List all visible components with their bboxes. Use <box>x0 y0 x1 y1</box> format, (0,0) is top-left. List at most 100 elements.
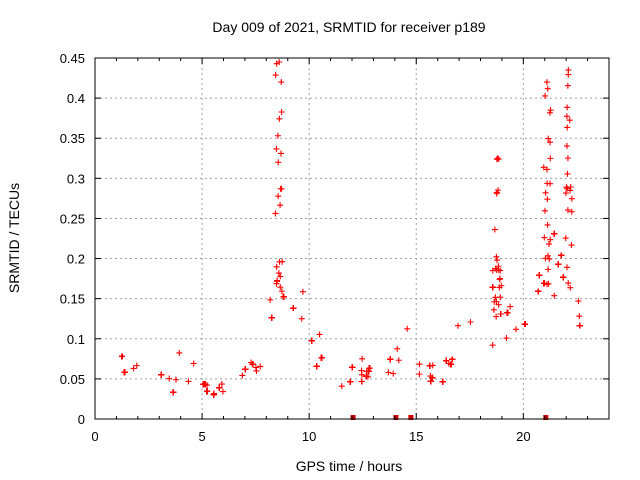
data-point <box>130 365 137 372</box>
data-gap-marker <box>350 415 356 420</box>
data-point <box>166 375 173 382</box>
data-point <box>566 117 573 124</box>
data-point <box>489 342 496 349</box>
data-point <box>493 253 500 260</box>
data-point <box>416 371 423 378</box>
y-tick-label: 0.15 <box>60 292 85 307</box>
data-point <box>239 372 246 379</box>
data-point <box>567 284 574 291</box>
data-point <box>449 356 456 363</box>
y-tick-label: 0 <box>78 412 85 427</box>
data-point <box>490 306 497 313</box>
data-point <box>521 321 528 328</box>
data-point <box>347 378 354 385</box>
data-point <box>568 242 575 249</box>
data-point <box>349 364 356 371</box>
data-point <box>494 257 501 264</box>
data-point <box>543 79 550 86</box>
data-point <box>359 355 366 362</box>
data-point <box>278 108 285 115</box>
data-point <box>365 368 372 375</box>
data-point <box>276 258 283 265</box>
data-point <box>491 226 498 233</box>
data-point <box>558 252 565 259</box>
data-point <box>546 255 553 262</box>
y-tick-label: 0.3 <box>67 171 85 186</box>
y-axis-label: SRMTID / TECUs <box>6 183 22 293</box>
data-point <box>249 361 256 368</box>
data-point <box>544 221 551 228</box>
data-point <box>280 293 287 300</box>
data-point <box>536 272 543 279</box>
data-point <box>555 261 562 268</box>
data-point <box>416 361 423 368</box>
data-point <box>493 156 500 163</box>
data-point <box>358 367 365 374</box>
data-point <box>568 195 575 202</box>
data-point <box>493 266 500 273</box>
data-point <box>218 381 225 388</box>
data-point <box>498 282 505 289</box>
data-point <box>542 255 549 262</box>
data-point <box>560 274 567 281</box>
data-point <box>366 365 373 372</box>
data-point <box>363 373 370 380</box>
data-point <box>390 370 397 377</box>
data-point <box>544 85 551 92</box>
data-point <box>219 388 226 395</box>
data-point <box>267 296 274 303</box>
data-point <box>542 92 549 99</box>
data-point <box>551 230 558 237</box>
data-point <box>439 378 446 385</box>
x-tick-label: 0 <box>91 429 98 444</box>
data-point <box>202 381 209 388</box>
data-point <box>268 314 275 321</box>
data-point <box>277 202 284 209</box>
data-point <box>567 187 574 194</box>
data-point <box>562 190 569 197</box>
data-point <box>448 361 455 368</box>
data-points <box>118 59 583 398</box>
data-point <box>547 180 554 187</box>
data-point <box>576 313 583 320</box>
data-point <box>493 313 500 320</box>
data-point <box>507 303 514 310</box>
data-point <box>275 159 282 166</box>
data-point <box>118 353 125 360</box>
data-point <box>545 241 552 248</box>
data-point <box>299 288 306 295</box>
data-point <box>272 210 279 217</box>
data-point <box>427 378 434 385</box>
data-point <box>176 349 183 356</box>
data-gap-marker <box>408 415 414 420</box>
data-point <box>252 364 259 371</box>
data-point <box>546 109 553 116</box>
x-tick-labels: 0 5 10 15 20 <box>91 429 530 444</box>
data-point <box>429 374 436 381</box>
data-point <box>443 357 450 364</box>
data-point <box>467 318 474 325</box>
data-point <box>563 142 570 149</box>
y-tick-label: 0.45 <box>60 51 85 66</box>
data-point <box>547 236 554 243</box>
data-point <box>545 266 552 273</box>
data-point <box>535 288 542 295</box>
data-gap-marker <box>393 415 399 420</box>
data-point <box>158 371 165 378</box>
data-point <box>278 288 285 295</box>
data-point <box>563 113 570 120</box>
data-point <box>497 311 504 318</box>
y-tick-label: 0.4 <box>67 91 85 106</box>
data-point <box>426 362 433 369</box>
data-point <box>493 189 500 196</box>
data-point <box>395 357 402 364</box>
data-point <box>277 284 284 291</box>
data-point <box>541 234 548 241</box>
data-point <box>545 135 552 142</box>
data-point <box>564 104 571 111</box>
data-point <box>504 309 511 316</box>
data-point <box>121 369 128 376</box>
x-tick-label: 5 <box>198 429 205 444</box>
data-point <box>567 184 574 191</box>
